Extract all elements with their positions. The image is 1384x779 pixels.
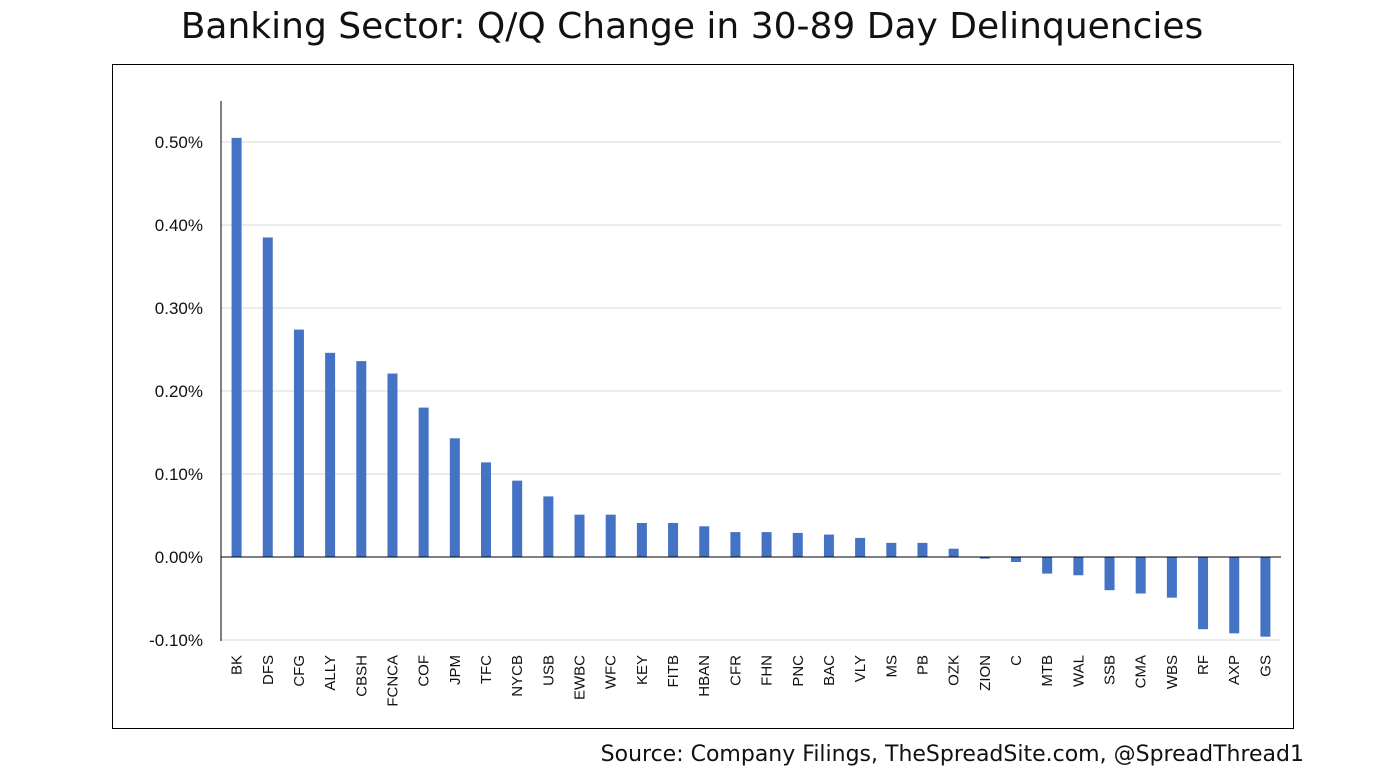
x-tick-label: EWBC xyxy=(572,655,589,700)
x-tick-label: FITB xyxy=(665,655,682,688)
bar-cof xyxy=(418,407,429,557)
x-tick-label: FCNCA xyxy=(384,655,401,707)
bar-tfc xyxy=(481,462,491,557)
x-tick-label: MS xyxy=(883,655,900,678)
y-tick-label: 0.40% xyxy=(155,216,203,235)
y-tick-label: 0.50% xyxy=(155,133,203,152)
x-tick-label: USB xyxy=(540,655,557,686)
bar-pnc xyxy=(792,532,803,557)
bar-bk xyxy=(231,137,242,557)
x-tick-label: PB xyxy=(914,655,931,675)
x-tick-label: BAC xyxy=(821,655,838,686)
chart-frame: 0.50% 0.40% 0.30% 0.20% 0.10% 0.00% -0.10% BK D… xyxy=(112,64,1294,729)
bar-ms xyxy=(886,542,897,557)
x-tick-label: C xyxy=(1008,655,1025,666)
y-tick-label: 0.30% xyxy=(155,299,203,318)
bar-axp xyxy=(1229,557,1240,634)
axes xyxy=(220,101,1281,641)
x-tick-label: CMA xyxy=(1133,655,1150,688)
chart-title: Banking Sector: Q/Q Change in 30-89 Day … xyxy=(180,6,1204,47)
x-tick-label: RF xyxy=(1195,655,1212,675)
x-tick-label: AXP xyxy=(1226,655,1243,685)
bar-key xyxy=(636,522,647,557)
x-tick-label: OZK xyxy=(946,655,963,686)
x-tick-label: VLY xyxy=(852,655,869,682)
bar-fcnca xyxy=(387,373,398,557)
bar-wbs xyxy=(1166,557,1177,598)
bar-ozk xyxy=(948,548,959,557)
bar-cfr xyxy=(730,532,741,557)
bar-fhn xyxy=(761,532,772,557)
bar-vly xyxy=(855,537,866,557)
bar-cfg xyxy=(293,329,304,557)
x-tick-label: TFC xyxy=(478,655,495,684)
gridlines xyxy=(221,141,1281,641)
y-tick-label: 0.20% xyxy=(155,382,203,401)
x-tick-label: BK xyxy=(229,655,246,675)
bar-cbsh xyxy=(356,361,367,557)
y-tick-labels: 0.50% 0.40% 0.30% 0.20% 0.10% 0.00% -0.10% xyxy=(149,133,203,650)
x-category-labels: BK DFS CFG ALLY CBSH FCNCA COF JPM TFC NYCB USB EWB… xyxy=(229,655,1275,707)
bar-gs xyxy=(1260,557,1271,637)
x-tick-label: COF xyxy=(416,655,433,687)
bar-nycb xyxy=(512,480,523,557)
x-tick-label: NYCB xyxy=(509,655,526,697)
bar-chart: 0.50% 0.40% 0.30% 0.20% 0.10% 0.00% -0.10% BK D… xyxy=(149,101,1281,707)
bar-ewbc xyxy=(574,514,585,557)
x-tick-label: GS xyxy=(1257,655,1274,677)
x-tick-label: SSB xyxy=(1102,655,1119,685)
x-tick-label: ALLY xyxy=(322,655,339,691)
bar-c xyxy=(1011,557,1021,562)
x-tick-label: DFS xyxy=(260,655,277,685)
bar-wal xyxy=(1073,557,1084,576)
bar-wfc xyxy=(605,514,616,557)
x-tick-label: CFG xyxy=(291,655,308,687)
x-tick-label: CFR xyxy=(727,655,744,686)
source-note: Source: Company Filings, TheSpreadSite.c… xyxy=(600,742,1304,767)
bar-bac xyxy=(823,534,834,557)
x-tick-label: JPM xyxy=(447,655,464,685)
bar-usb xyxy=(543,496,554,557)
bar-cma xyxy=(1135,557,1146,594)
x-tick-label: WBS xyxy=(1164,655,1181,689)
x-tick-label: HBAN xyxy=(696,655,713,697)
x-tick-label: CBSH xyxy=(353,655,370,697)
bar-fitb xyxy=(668,522,679,557)
y-tick-label: -0.10% xyxy=(149,631,203,650)
bar-pb xyxy=(917,542,928,557)
x-tick-label: FHN xyxy=(759,655,776,686)
bar-jpm xyxy=(449,438,460,557)
y-tick-label: 0.10% xyxy=(155,465,203,484)
bar-zion xyxy=(979,557,990,559)
bar-hban xyxy=(699,526,710,557)
y-tick-label: 0.00% xyxy=(155,548,203,567)
bar-mtb xyxy=(1042,557,1053,574)
bar-rf xyxy=(1198,557,1209,630)
x-tick-label: PNC xyxy=(790,655,807,687)
x-tick-label: ZION xyxy=(977,655,994,691)
bar-ssb xyxy=(1104,557,1115,591)
bar-ally xyxy=(325,352,336,557)
x-tick-label: WFC xyxy=(603,655,620,689)
bar-dfs xyxy=(262,237,273,557)
x-tick-label: WAL xyxy=(1070,655,1087,687)
x-tick-label: KEY xyxy=(634,655,651,685)
bars xyxy=(231,137,1271,637)
x-tick-label: MTB xyxy=(1039,655,1056,687)
